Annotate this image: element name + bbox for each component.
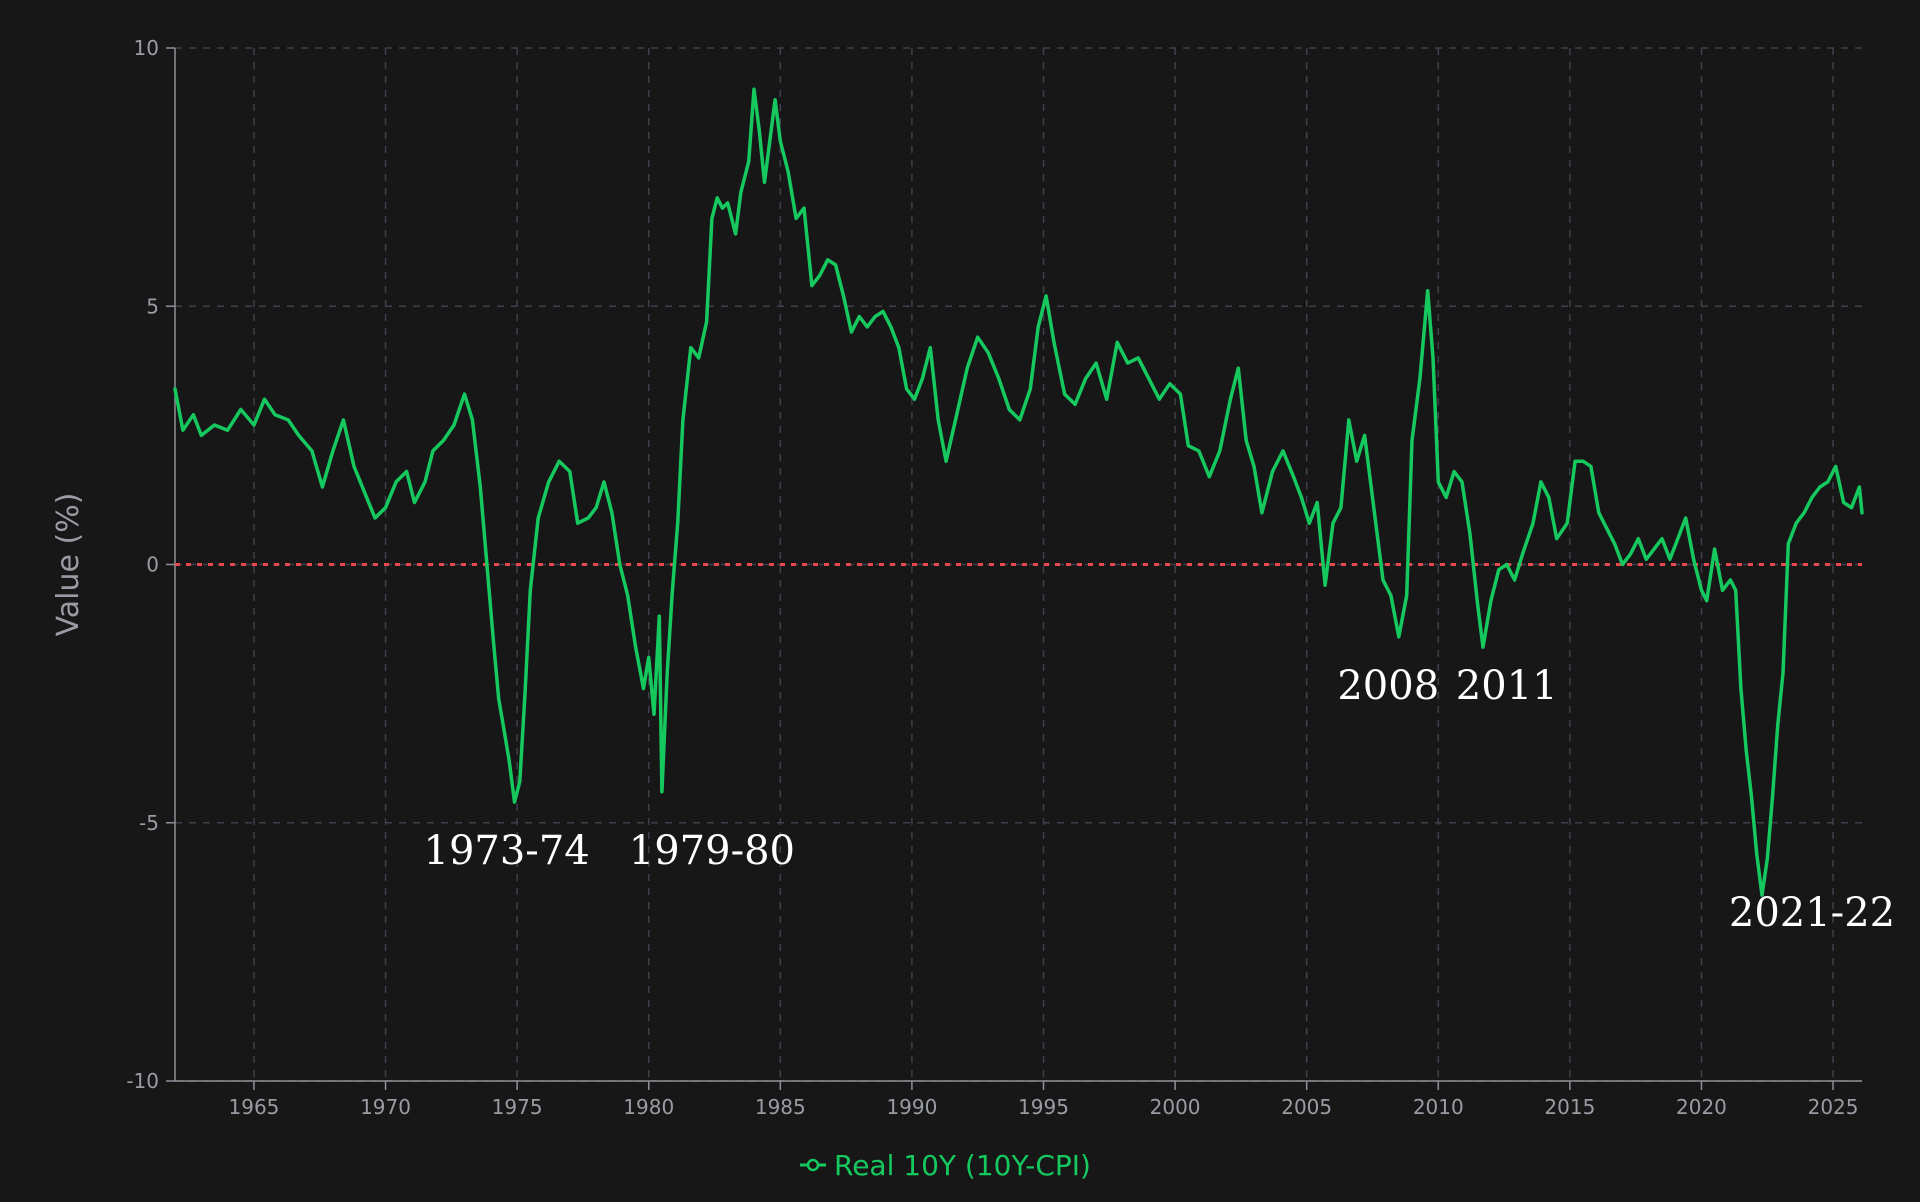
x-tick-label: 2020 bbox=[1676, 1095, 1727, 1119]
y-tick-label: -10 bbox=[126, 1069, 159, 1093]
x-tick-label: 1985 bbox=[755, 1095, 806, 1119]
annotation-label: 1973-74 bbox=[424, 828, 590, 874]
series-line bbox=[173, 87, 1864, 897]
x-tick-label: 1965 bbox=[229, 1095, 280, 1119]
annotation-label: 2008 bbox=[1337, 663, 1439, 709]
x-tick-label: 1990 bbox=[886, 1095, 937, 1119]
grid-lines bbox=[175, 47, 1862, 1082]
y-tick-label: 10 bbox=[134, 36, 159, 60]
series-group bbox=[173, 87, 1864, 897]
x-tick-label: 1995 bbox=[1018, 1095, 1069, 1119]
x-tick-label: 2010 bbox=[1413, 1095, 1464, 1119]
annotation-label: 2021-22 bbox=[1729, 890, 1895, 936]
y-tick-label: 5 bbox=[146, 294, 159, 318]
annotation-label: 1979-80 bbox=[629, 828, 795, 874]
y-axis-ticks: -10 -5 0 5 10 bbox=[126, 36, 175, 1093]
annotation-label: 2011 bbox=[1456, 663, 1558, 709]
legend-label[interactable]: Real 10Y (10Y-CPI) bbox=[834, 1149, 1091, 1182]
y-tick-label: -5 bbox=[139, 811, 159, 835]
annotations: 1973-74 1979-80 2008 2011 2021-22 bbox=[424, 663, 1896, 936]
x-tick-label: 1980 bbox=[623, 1095, 674, 1119]
x-tick-label: 2025 bbox=[1808, 1095, 1859, 1119]
x-axis-ticks: 1965 1970 1975 1980 1985 1990 1995 2000 2005 2010… bbox=[229, 1081, 1859, 1119]
x-tick-label: 2000 bbox=[1150, 1095, 1201, 1119]
y-tick-label: 0 bbox=[146, 553, 159, 577]
x-tick-label: 1970 bbox=[360, 1095, 411, 1119]
x-tick-label: 2015 bbox=[1544, 1095, 1595, 1119]
x-tick-label: 1975 bbox=[492, 1095, 543, 1119]
y-axis-label: Value (%) bbox=[51, 493, 86, 637]
legend[interactable]: Real 10Y (10Y-CPI) bbox=[800, 1149, 1091, 1182]
x-tick-label: 2005 bbox=[1281, 1095, 1332, 1119]
legend-marker bbox=[806, 1158, 820, 1172]
